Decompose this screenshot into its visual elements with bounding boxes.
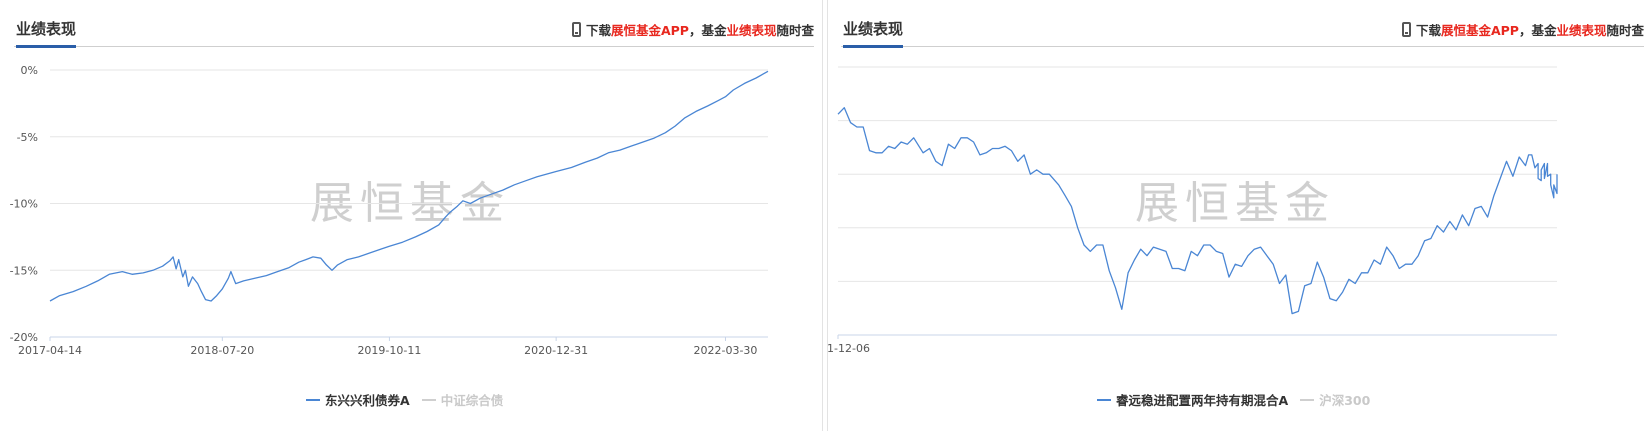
promo-suffix: 随时查 — [1606, 23, 1644, 38]
promo-highlight[interactable]: 业绩表现 — [1556, 23, 1607, 38]
panel-divider — [827, 0, 828, 431]
line-chart: 展恒基金 0%-5%-10%-15%-20%2017-04-14 2018-07-… — [10, 64, 769, 357]
panel-header: 业绩表现 下载 展恒基金APP ，基金 业绩表现 随时查 — [841, 12, 1644, 48]
legend-swatch — [1097, 398, 1111, 401]
y-tick-label: -20% — [10, 331, 38, 344]
promo-highlight[interactable]: 业绩表现 — [726, 23, 777, 38]
panel-title: 业绩表现 — [16, 18, 77, 48]
y-tick-label: -15% — [10, 264, 38, 277]
promo-mid: ，基金 — [1518, 23, 1557, 38]
y-tick-label: -5% — [17, 131, 38, 144]
performance-panel-left: 业绩表现 下载 展恒基金APP ，基金 业绩表现 随时查 展恒基金 0% -5% -… — [0, 0, 822, 431]
phone-icon — [1401, 22, 1411, 37]
line-chart: 展恒基金 5%2.5%0%-2.5%-5%-7.5%2021-12-06 — [827, 66, 1558, 355]
panel-divider — [822, 0, 823, 431]
panel-title: 业绩表现 — [843, 18, 904, 48]
promo-suffix: 随时查 — [776, 23, 814, 38]
x-tick-label: 2018-07-20 — [190, 344, 254, 357]
x-tick-label: 2019-10-11 — [357, 344, 421, 357]
series-line — [837, 107, 1558, 315]
y-tick-label: -10% — [10, 198, 38, 211]
legend-item-fund[interactable]: 睿远稳进配置两年持有期混合A — [1097, 390, 1288, 409]
legend-swatch — [306, 398, 320, 401]
legend-label: 东兴兴利债券A — [325, 393, 410, 408]
promo-prefix: 下载 — [1415, 23, 1441, 38]
legend-item-benchmark[interactable]: 沪深300 — [1300, 390, 1370, 409]
app-download-promo[interactable]: 下载 展恒基金APP ，基金 业绩表现 随时查 — [571, 20, 814, 39]
x-tick-label: 2017-04-14 — [18, 344, 82, 357]
legend-item-fund[interactable]: 东兴兴利债券A — [306, 390, 410, 409]
phone-icon — [571, 22, 581, 37]
panel-header: 业绩表现 下载 展恒基金APP ，基金 业绩表现 随时查 — [14, 12, 814, 48]
legend-swatch — [421, 398, 436, 401]
performance-panel-right: 业绩表现 下载 展恒基金APP ，基金 业绩表现 随时查 展恒基金 5%2.5%… — [827, 0, 1652, 431]
promo-prefix: 下载 — [585, 23, 611, 38]
chart-legend: 东兴兴利债券A 中证综合债 — [306, 390, 515, 409]
promo-brand[interactable]: 展恒基金APP — [610, 23, 689, 38]
promo-mid: ，基金 — [688, 23, 727, 38]
legend-item-benchmark[interactable]: 中证综合债 — [421, 390, 504, 409]
legend-label: 沪深300 — [1319, 393, 1371, 408]
promo-brand[interactable]: 展恒基金APP — [1440, 23, 1519, 38]
series-line — [49, 70, 769, 302]
app-download-promo[interactable]: 下载 展恒基金APP ，基金 业绩表现 随时查 — [1401, 20, 1644, 39]
watermark: 展恒基金 — [1135, 178, 1335, 229]
x-tick-label: 2020-12-31 — [524, 344, 588, 357]
y-tick-label: 0% — [21, 64, 38, 77]
legend-label: 睿远稳进配置两年持有期混合A — [1116, 393, 1289, 408]
x-tick-label: 2022-03-30 — [694, 344, 758, 357]
legend-label: 中证综合债 — [440, 393, 504, 408]
chart-legend: 睿远稳进配置两年持有期混合A 沪深300 — [1097, 390, 1382, 409]
legend-swatch — [1300, 398, 1315, 401]
x-tick-label: 2021-12-06 — [827, 342, 870, 355]
